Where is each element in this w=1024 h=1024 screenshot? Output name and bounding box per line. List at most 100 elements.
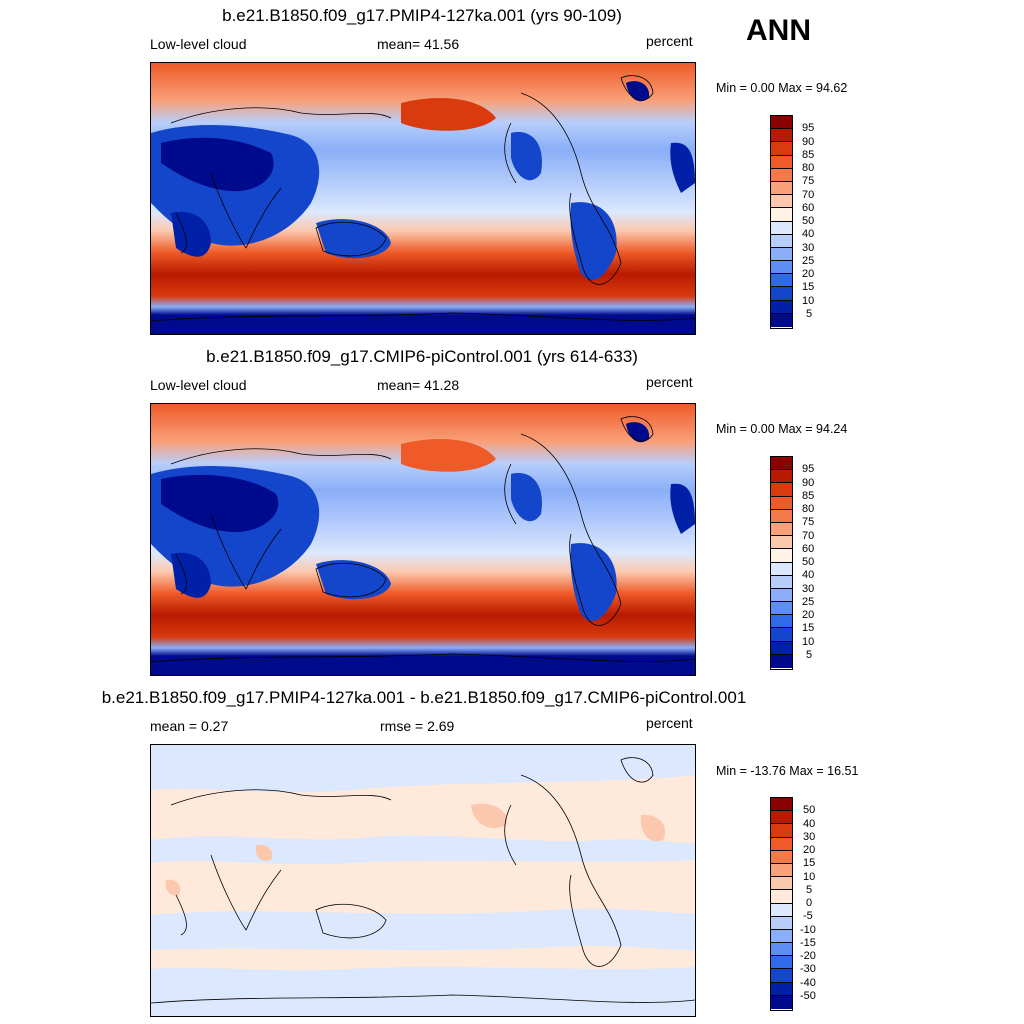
colorbar-cell [771,221,792,235]
colorbar-cell [771,628,792,642]
colorbar-label: 20 [802,268,815,280]
colorbar-label: 40 [803,818,816,830]
map-field [151,745,695,1016]
colorbar-label: 30 [803,831,816,843]
map-test [150,62,696,335]
colorbar-cell [771,956,792,970]
colorbar-cell [771,470,792,484]
colorbar-cell [771,863,792,878]
colorbar-cell [771,929,792,944]
colorbar-label: 10 [802,295,815,307]
colorbar-label: 30 [802,583,815,595]
colorbar-label: 70 [802,189,815,201]
colorbar-cell [771,982,792,996]
colorbar-cell [771,850,792,864]
colorbar-label: 70 [802,530,815,542]
colorbar-cells [771,116,792,327]
colorbar-label: 50 [802,556,815,568]
variable-label: Low-level cloud [150,377,247,393]
map-control [150,403,696,676]
colorbar-cell [771,877,792,891]
colorbar-cell [771,208,792,222]
colorbar-cell [771,654,792,668]
mean-label: mean = 0.27 [150,718,229,734]
colorbar-cell [771,483,792,497]
colorbar-cell [771,116,792,130]
colorbar-cell [771,588,792,603]
colorbar-cell [771,916,792,930]
units-label: percent [646,715,693,731]
colorbar-cell [771,890,792,904]
colorbar-cell [771,811,792,825]
colorbar-cell [771,129,792,143]
colorbar-label: -5 [803,910,813,922]
colorbar-label: 85 [802,149,815,161]
colorbar-label: 15 [803,857,816,869]
colorbar-cells [771,798,792,1009]
colorbar-cell [771,300,792,314]
units-label: percent [646,33,693,49]
colorbar-label: -30 [800,963,816,975]
colorbar-label: -20 [800,950,816,962]
colorbar-label: 20 [803,844,816,856]
colorbar-label: -40 [800,977,816,989]
minmax-label: Min = -13.76 Max = 16.51 [716,764,859,778]
colorbar-label: 95 [802,122,815,134]
colorbar-label: 10 [802,636,815,648]
colorbar-cell [771,261,792,275]
colorbar-cell [771,798,792,812]
colorbar-cell [771,641,792,655]
colorbar-cell [771,903,792,917]
colorbar-cell [771,575,792,589]
colorbar-cell [771,969,792,983]
colorbar-label: 80 [802,162,815,174]
colorbar-cell [771,142,792,156]
map-field [151,63,695,334]
colorbar-label: 95 [802,463,815,475]
colorbar-label: 80 [802,503,815,515]
minmax-label: Min = 0.00 Max = 94.62 [716,81,848,95]
colorbar-cells [771,457,792,668]
colorbar-diff [770,797,793,1011]
panel-title: b.e21.B1850.f09_g17.PMIP4-127ka.001 - b.… [101,688,747,707]
colorbar-cell [771,549,792,563]
mean-label: mean= 41.28 [377,377,460,393]
colorbar-cell [771,155,792,169]
colorbar-label: 40 [802,228,815,240]
colorbar-cell [771,168,792,182]
colorbar-cell [771,181,792,196]
colorbar-cell [771,274,792,288]
colorbar-label: 85 [802,490,815,502]
colorbar-label: 20 [802,609,815,621]
colorbar-label: -10 [800,924,816,936]
colorbar-cell [771,287,792,301]
colorbar-cell [771,496,792,510]
colorbar-label: 60 [802,543,815,555]
colorbar-label: 10 [803,871,816,883]
colorbar-cell [771,509,792,523]
colorbar-label: 30 [802,242,815,254]
colorbar-label: 90 [802,136,815,148]
colorbar-cell [771,313,792,327]
colorbar-label: -50 [800,990,816,1002]
colorbar-cell [771,457,792,471]
colorbar-label: 25 [802,596,815,608]
colorbar-cell [771,837,792,851]
colorbar-cell [771,247,792,262]
colorbar-label: 60 [802,202,815,214]
colorbar-cell [771,536,792,550]
colorbar-cell [771,943,792,957]
colorbar-cell [771,824,792,838]
colorbar-cell [771,522,792,537]
map-field [151,404,695,675]
colorbar-label: 40 [802,569,815,581]
colorbar-label: -15 [800,937,816,949]
colorbar-cell [771,234,792,248]
colorbar-cell [771,995,792,1009]
colorbar-cell [771,602,792,616]
panel-title: b.e21.B1850.f09_g17.PMIP4-127ka.001 (yrs… [222,6,622,25]
colorbar-cell [771,615,792,629]
colorbar-label: 50 [802,215,815,227]
colorbar-label: 25 [802,255,815,267]
colorbar-label: 15 [802,622,815,634]
